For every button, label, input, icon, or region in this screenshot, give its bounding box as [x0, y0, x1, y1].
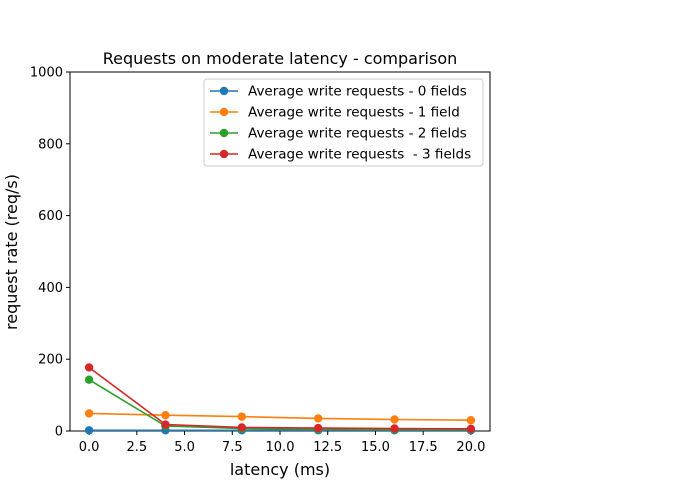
legend-label: Average write requests - 2 fields	[248, 126, 467, 142]
x-tick-label: 5.0	[174, 440, 195, 455]
series-line	[88, 379, 471, 431]
y-tick-label: 600	[38, 209, 63, 224]
data-point	[313, 423, 323, 433]
data-point	[84, 375, 94, 384]
data-point	[237, 423, 247, 432]
legend-item: Average write requests - 0 fields	[210, 84, 467, 100]
x-tick-label: 12.5	[313, 440, 342, 455]
x-tick-label: 17.5	[409, 440, 438, 455]
x-tick-label: 15.0	[361, 440, 390, 455]
data-point	[161, 420, 170, 429]
x-tick-label: 7.5	[222, 440, 243, 455]
data-point	[161, 411, 170, 420]
y-tick-label: 800	[38, 137, 63, 152]
y-tick-label: 1000	[30, 66, 63, 81]
x-tick-label: 2.5	[126, 440, 147, 455]
x-tick-label: 20.0	[456, 440, 485, 455]
x-axis-title: latency (ms)	[230, 460, 330, 479]
series-3	[84, 363, 476, 434]
series-1	[84, 409, 476, 425]
legend-item: Average write requests - 1 field	[210, 105, 460, 121]
legend-label: Average write requests - 0 fields	[248, 84, 467, 100]
legend-box	[203, 78, 484, 167]
y-tick-label: 200	[38, 353, 63, 368]
legend-item: Average write requests - 2 fields	[210, 126, 467, 142]
y-tick-label: 0	[55, 425, 63, 440]
legend-marker	[219, 128, 229, 138]
x-axis: 0.0 2.5 5.0 7.5 10.0 12.5 15.0 17.5 20.0	[79, 431, 485, 455]
data-point	[313, 414, 323, 423]
data-point	[390, 415, 399, 424]
data-point	[84, 426, 94, 435]
data-point	[84, 363, 94, 372]
legend-marker	[219, 149, 229, 159]
data-point	[237, 412, 247, 421]
legend-marker	[219, 86, 229, 96]
legend-label: Average write requests - 1 field	[248, 105, 460, 121]
data-point	[466, 416, 476, 425]
series-line	[88, 366, 471, 430]
x-tick-label: 0.0	[79, 440, 100, 455]
legend-marker	[219, 107, 229, 117]
legend-label: Average write requests - 3 fields	[248, 147, 471, 163]
data-point	[466, 424, 476, 434]
data-point	[390, 424, 399, 433]
chart-title: Requests on moderate latency - compariso…	[103, 49, 458, 68]
data-point	[84, 409, 94, 418]
y-axis: 0 200 400 600 800 1000	[30, 66, 70, 440]
y-axis-title: request rate (req/s)	[2, 174, 21, 330]
y-tick-label: 400	[38, 281, 63, 296]
legend-item: Average write requests - 3 fields	[210, 147, 471, 163]
series-2	[84, 375, 476, 434]
series-layer	[84, 363, 476, 435]
x-tick-label: 10.0	[266, 440, 295, 455]
legend: Average write requests - 0 fields Average…	[203, 78, 484, 167]
